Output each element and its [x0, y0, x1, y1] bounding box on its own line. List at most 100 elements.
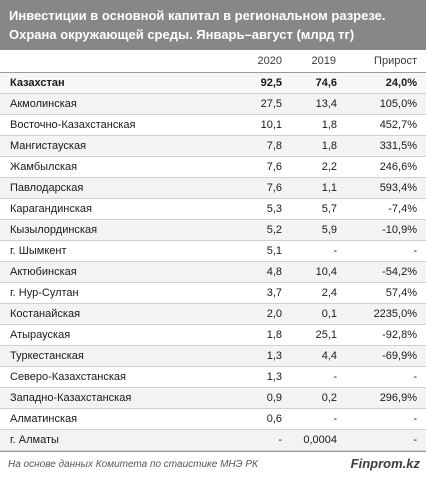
region-name: Казахстан — [0, 72, 235, 94]
region-name: Карагандинская — [0, 198, 235, 220]
title-line-2: Охрана окружающей среды. Январь–август (… — [9, 27, 355, 42]
table-row: Акмолинская 27,5 13,4 105,0% — [0, 93, 426, 115]
growth-value: 24,0% — [340, 72, 426, 94]
table-row: г. Нур-Султан 3,7 2,4 57,4% — [0, 282, 426, 304]
title-line-1: Инвестиции в основной капитал в регионал… — [9, 8, 386, 23]
region-name: Атырауская — [0, 324, 235, 346]
value-2020: 1,3 — [235, 345, 285, 367]
table-row: Туркестанская 1,3 4,4 -69,9% — [0, 345, 426, 367]
region-name: Павлодарская — [0, 177, 235, 199]
value-2020: 92,5 — [235, 72, 285, 94]
value-2019: 10,4 — [285, 261, 340, 283]
region-name: Туркестанская — [0, 345, 235, 367]
region-name: Актюбинская — [0, 261, 235, 283]
table-row: Павлодарская 7,6 1,1 593,4% — [0, 177, 426, 199]
header-growth: Прирост — [340, 50, 426, 73]
growth-value: - — [340, 408, 426, 430]
value-2019: 5,7 — [285, 198, 340, 220]
growth-value: - — [340, 240, 426, 262]
table-row: Восточно-Казахстанская 10,1 1,8 452,7% — [0, 114, 426, 136]
growth-value: 452,7% — [340, 114, 426, 136]
growth-value: -54,2% — [340, 261, 426, 283]
growth-value: -7,4% — [340, 198, 426, 220]
value-2019: 2,4 — [285, 282, 340, 304]
header-2020: 2020 — [235, 50, 285, 73]
table-row: Мангистауская 7,8 1,8 331,5% — [0, 135, 426, 157]
value-2019: 74,6 — [285, 72, 340, 94]
value-2020: - — [235, 429, 285, 451]
value-2020: 2,0 — [235, 303, 285, 325]
value-2020: 5,2 — [235, 219, 285, 241]
growth-value: -10,9% — [340, 219, 426, 241]
region-name: Мангистауская — [0, 135, 235, 157]
value-2020: 7,6 — [235, 177, 285, 199]
table-row: Костанайская 2,0 0,1 2235,0% — [0, 303, 426, 325]
region-name: Акмолинская — [0, 93, 235, 115]
value-2019: 25,1 — [285, 324, 340, 346]
value-2019: 1,8 — [285, 114, 340, 136]
table-row: Кызылординская 5,2 5,9 -10,9% — [0, 219, 426, 241]
value-2019: 1,8 — [285, 135, 340, 157]
growth-value: 246,6% — [340, 156, 426, 178]
region-name: Северо-Казахстанская — [0, 366, 235, 388]
table-row: г. Алматы -0,0004- — [0, 429, 426, 451]
growth-value: 2235,0% — [340, 303, 426, 325]
region-name: Жамбылская — [0, 156, 235, 178]
value-2020: 3,7 — [235, 282, 285, 304]
growth-value: -69,9% — [340, 345, 426, 367]
value-2020: 7,6 — [235, 156, 285, 178]
growth-value: 331,5% — [340, 135, 426, 157]
region-name: Кызылординская — [0, 219, 235, 241]
value-2020: 1,8 — [235, 324, 285, 346]
growth-value: -92,8% — [340, 324, 426, 346]
value-2019: 13,4 — [285, 93, 340, 115]
table-row: Алматинская 0,6- - — [0, 408, 426, 430]
value-2019: - — [285, 366, 340, 388]
value-2019: 0,2 — [285, 387, 340, 409]
growth-value: 57,4% — [340, 282, 426, 304]
value-2019: 2,2 — [285, 156, 340, 178]
region-name: Восточно-Казахстанская — [0, 114, 235, 136]
value-2020: 1,3 — [235, 366, 285, 388]
header-region — [0, 50, 235, 73]
table-row: Жамбылская 7,6 2,2 246,6% — [0, 156, 426, 178]
region-name: г. Нур-Султан — [0, 282, 235, 304]
value-2019: 4,4 — [285, 345, 340, 367]
title-banner: Инвестиции в основной капитал в регионал… — [0, 0, 426, 50]
value-2020: 10,1 — [235, 114, 285, 136]
region-name: г. Шымкент — [0, 240, 235, 262]
value-2019: 1,1 — [285, 177, 340, 199]
value-2020: 0,6 — [235, 408, 285, 430]
value-2019: 5,9 — [285, 219, 340, 241]
table-row: Западно-Казахстанская 0,9 0,2 296,9% — [0, 387, 426, 409]
region-name: г. Алматы — [0, 429, 235, 451]
investment-table: 2020 2019 Прирост Казахстан 92,5 74,6 24,0%… — [0, 50, 426, 451]
value-2019: 0,0004 — [285, 429, 340, 451]
table-row: г. Шымкент 5,1- - — [0, 240, 426, 262]
region-name: Костанайская — [0, 303, 235, 325]
growth-value: - — [340, 429, 426, 451]
table-body: Казахстан 92,5 74,6 24,0% Акмолинская 27,5 13,… — [0, 72, 426, 451]
header-row: 2020 2019 Прирост — [0, 50, 426, 73]
value-2020: 7,8 — [235, 135, 285, 157]
value-2019: - — [285, 408, 340, 430]
footer: На основе данных Комитета по стаистике М… — [0, 451, 426, 478]
region-name: Западно-Казахстанская — [0, 387, 235, 409]
finprom-logo: Finprom.kz — [350, 456, 420, 471]
growth-value: 593,4% — [340, 177, 426, 199]
value-2019: - — [285, 240, 340, 262]
growth-value: 296,9% — [340, 387, 426, 409]
table-row: Северо-Казахстанская 1,3- - — [0, 366, 426, 388]
value-2019: 0,1 — [285, 303, 340, 325]
header-2019: 2019 — [285, 50, 340, 73]
total-row: Казахстан 92,5 74,6 24,0% — [0, 72, 426, 94]
table-row: Актюбинская 4,8 10,4 -54,2% — [0, 261, 426, 283]
table-row: Атырауская 1,8 25,1 -92,8% — [0, 324, 426, 346]
value-2020: 5,1 — [235, 240, 285, 262]
growth-value: - — [340, 366, 426, 388]
value-2020: 0,9 — [235, 387, 285, 409]
value-2020: 5,3 — [235, 198, 285, 220]
value-2020: 27,5 — [235, 93, 285, 115]
value-2020: 4,8 — [235, 261, 285, 283]
